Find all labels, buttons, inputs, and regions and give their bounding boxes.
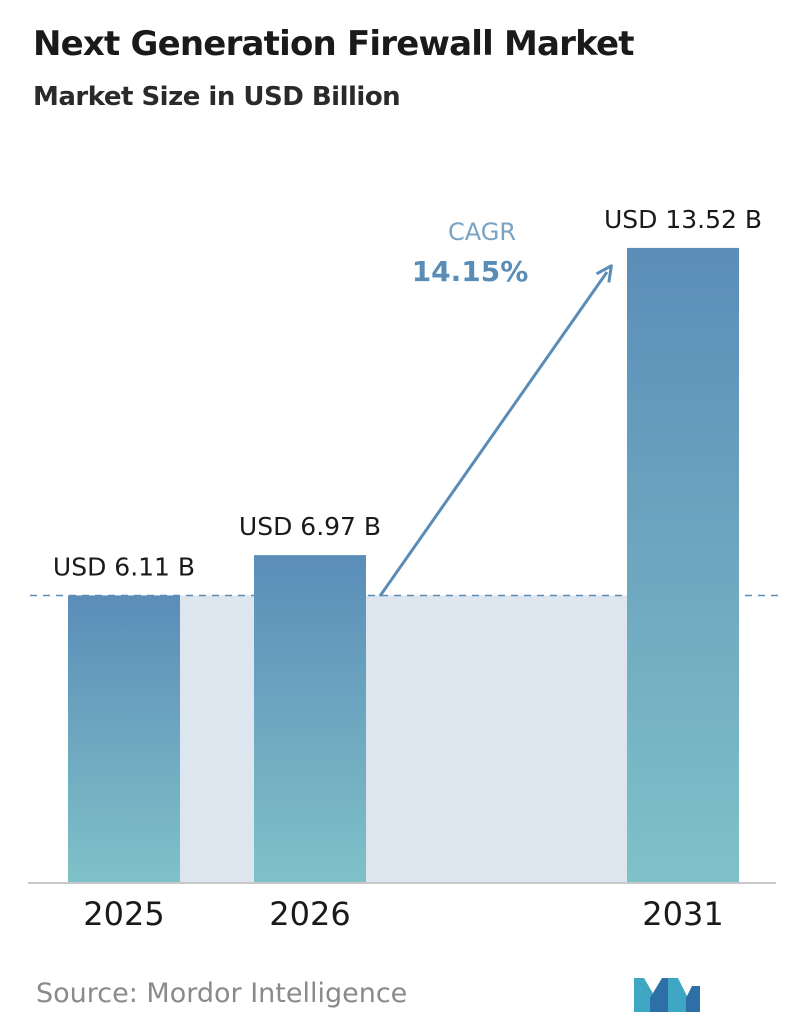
value-label-2031: USD 13.52 B (604, 205, 762, 234)
cagr-label: CAGR (448, 218, 516, 246)
chart-title: Next Generation Firewall Market (33, 24, 635, 64)
chart-subtitle: Market Size in USD Billion (33, 82, 401, 112)
value-label-2026: USD 6.97 B (239, 512, 381, 541)
cagr-value: 14.15% (412, 255, 529, 288)
x-tick-label-2031: 2031 (642, 895, 723, 933)
cagr-arrow (378, 272, 607, 597)
x-tick-label-2026: 2026 (269, 895, 350, 933)
bar-2025 (68, 595, 180, 882)
bars (68, 247, 739, 883)
bar-2031 (627, 247, 739, 883)
bar-chart: USD 6.11 B 2025 USD 6.97 B 2026 USD 13.52 B 2… (28, 205, 780, 933)
source-note: Source: Mordor Intelligence (36, 978, 408, 1009)
x-tick-label-2025: 2025 (83, 895, 164, 933)
bar-2026 (254, 555, 366, 882)
mordor-intelligence-logo (634, 978, 700, 1012)
labels: USD 6.11 B 2025 USD 6.97 B 2026 USD 13.52 B 2… (53, 205, 762, 933)
value-label-2025: USD 6.11 B (53, 552, 195, 581)
